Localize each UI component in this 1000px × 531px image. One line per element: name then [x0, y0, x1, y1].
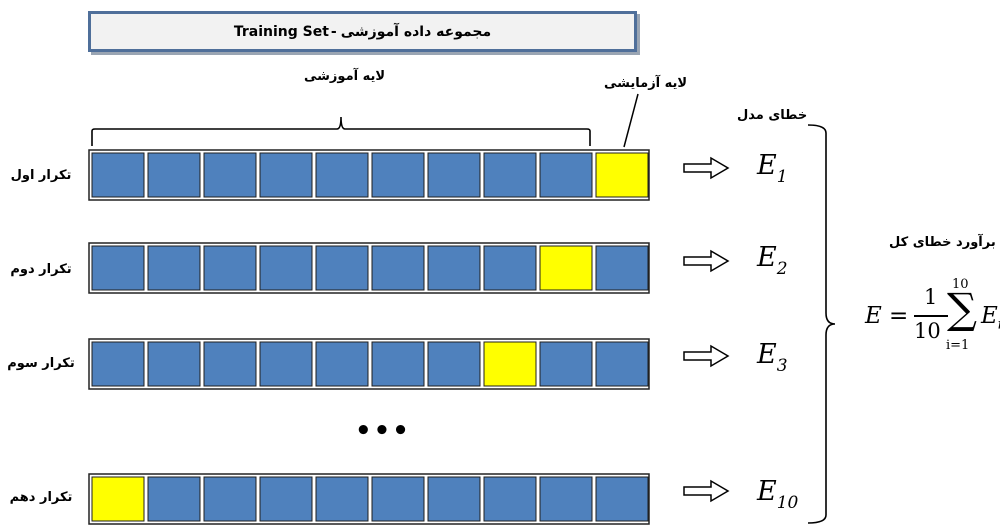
- train-fold: [315, 341, 369, 387]
- formula-lhs: E: [865, 303, 882, 329]
- fold-rows: [88, 149, 650, 525]
- train-fold: [595, 476, 649, 522]
- model-error-label: خطای مدل: [737, 108, 808, 123]
- total-error-formula: E = 1 10 10 ∑ i=1 Ei: [862, 277, 1000, 363]
- arrow-right-icon: [683, 249, 730, 273]
- row-label-1: تکرار اول: [10, 168, 72, 183]
- test-layer-label: لایه آزمایشی: [604, 76, 688, 91]
- train-fold: [203, 476, 257, 522]
- error-label-2: E2: [757, 242, 788, 279]
- train-fold: [427, 476, 481, 522]
- fold-row-2: [88, 242, 650, 294]
- train-fold: [147, 245, 201, 291]
- training-layer-label: لایه آموزشی: [304, 69, 386, 84]
- fold-row-3: [88, 338, 650, 390]
- train-fold: [315, 476, 369, 522]
- train-fold: [539, 476, 593, 522]
- train-fold: [203, 152, 257, 198]
- row-label-10: تکرار دهم: [9, 490, 73, 505]
- train-fold: [259, 245, 313, 291]
- train-fold: [539, 341, 593, 387]
- formula-numerator: 1: [924, 285, 938, 309]
- train-fold: [147, 152, 201, 198]
- total-error-brace: [807, 124, 836, 524]
- title-separator: -: [330, 23, 337, 40]
- formula-sum-symbol: ∑: [947, 284, 977, 333]
- formula-sum-upper: 10: [952, 277, 969, 292]
- training-brace: [91, 116, 591, 146]
- train-fold: [91, 341, 145, 387]
- train-fold: [315, 245, 369, 291]
- row-label-2: تکرار دوم: [10, 262, 72, 277]
- train-fold: [91, 245, 145, 291]
- train-fold: [427, 341, 481, 387]
- train-fold: [203, 245, 257, 291]
- train-fold: [147, 476, 201, 522]
- train-fold: [483, 476, 537, 522]
- train-fold: [371, 245, 425, 291]
- test-fold: [539, 245, 593, 291]
- formula-denominator: 10: [914, 319, 941, 343]
- arrow-right-icon: [683, 344, 730, 368]
- train-fold: [203, 341, 257, 387]
- formula-sum-lower: i=1: [946, 338, 970, 353]
- train-fold: [147, 341, 201, 387]
- train-fold: [483, 245, 537, 291]
- train-fold: [371, 341, 425, 387]
- train-fold: [91, 152, 145, 198]
- title-persian: مجموعه داده آموزشی: [340, 23, 492, 40]
- title-english: Training Set: [233, 23, 329, 40]
- row-label-3: تکرار سوم: [7, 356, 75, 371]
- test-fold: [91, 476, 145, 522]
- arrow-right-icon: [683, 156, 730, 180]
- train-fold: [371, 476, 425, 522]
- fold-row-1: [88, 149, 650, 201]
- train-fold: [259, 476, 313, 522]
- train-fold: [315, 152, 369, 198]
- train-fold: [539, 152, 593, 198]
- formula-equals: =: [889, 303, 909, 329]
- train-fold: [259, 341, 313, 387]
- test-fold: [595, 152, 649, 198]
- train-fold: [483, 152, 537, 198]
- error-label-1: E1: [757, 150, 788, 187]
- train-fold: [595, 245, 649, 291]
- fold-row-4: [88, 473, 650, 525]
- total-error-estimate-label: برآورد خطای کل: [889, 235, 996, 250]
- formula-fraction-line: [914, 315, 948, 317]
- test-fold: [483, 341, 537, 387]
- train-fold: [427, 245, 481, 291]
- test-layer-pointer: [623, 93, 639, 148]
- error-label-10: E10: [757, 476, 799, 513]
- arrows: [683, 156, 730, 503]
- formula-term: Ei: [981, 303, 1000, 333]
- train-fold: [427, 152, 481, 198]
- ellipsis: •••: [355, 416, 411, 446]
- train-fold: [371, 152, 425, 198]
- title-box: Training Set - مجموعه داده آموزشی: [88, 11, 637, 52]
- train-fold: [259, 152, 313, 198]
- error-label-3: E3: [757, 339, 788, 376]
- train-fold: [595, 341, 649, 387]
- arrow-right-icon: [683, 479, 730, 503]
